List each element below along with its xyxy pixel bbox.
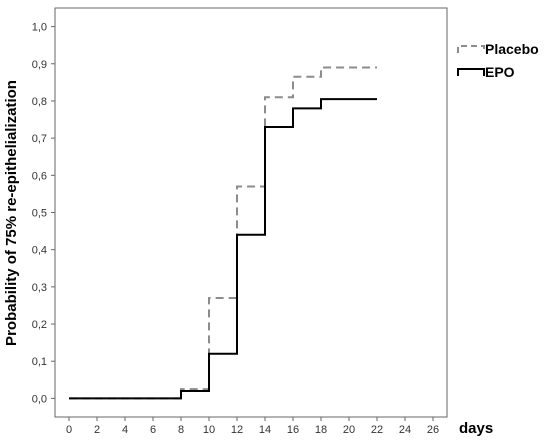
- x-axis-title: days: [459, 420, 493, 437]
- x-tick-label: 4: [122, 424, 128, 436]
- y-tick-label: 0,5: [32, 208, 47, 220]
- legend: Placebo EPO: [457, 41, 539, 80]
- legend-swatch-placebo: [457, 45, 485, 53]
- x-tick-label: 2: [94, 424, 100, 436]
- y-tick-label: 0,0: [32, 393, 47, 405]
- y-tick-label: 0,1: [32, 356, 47, 368]
- y-tick-label: 0,4: [32, 245, 47, 257]
- x-tick-label: 0: [66, 424, 72, 436]
- legend-swatch-epo: [457, 68, 485, 76]
- x-tick-label: 26: [427, 424, 439, 436]
- x-tick-label: 16: [287, 424, 299, 436]
- x-tick-label: 18: [315, 424, 327, 436]
- y-axis: 0,0 0,1 0,2 0,3 0,4 0,5 0,6 0,7 0,8 0,9 1,0: [32, 22, 55, 405]
- y-tick-label: 1,0: [32, 22, 47, 34]
- x-tick-label: 22: [371, 424, 383, 436]
- series-line-placebo: [69, 66, 377, 400]
- y-tick-label: 0,6: [32, 170, 47, 182]
- legend-label-placebo: Placebo: [485, 41, 539, 57]
- x-tick-label: 8: [178, 424, 184, 436]
- y-tick-label: 0,8: [32, 96, 47, 108]
- y-tick-label: 0,2: [32, 319, 47, 331]
- y-axis-title: Probability of 75% re-epithelialization: [3, 80, 20, 346]
- y-tick-label: 0,9: [32, 59, 47, 71]
- x-tick-label: 12: [231, 424, 243, 436]
- y-tick-label: 0,7: [32, 133, 47, 145]
- x-axis: 0 2 4 6 8 10 12 14 16 18 20 22 24 26: [66, 417, 439, 436]
- series-line-epo: [69, 98, 377, 400]
- plot-frame: [54, 7, 448, 418]
- x-tick-label: 6: [150, 424, 156, 436]
- x-tick-label: 24: [399, 424, 411, 436]
- x-tick-label: 20: [343, 424, 355, 436]
- x-tick-label: 10: [203, 424, 215, 436]
- x-tick-label: 14: [259, 424, 271, 436]
- series-layer: [69, 66, 377, 400]
- y-tick-label: 0,3: [32, 282, 47, 294]
- legend-label-epo: EPO: [485, 64, 515, 80]
